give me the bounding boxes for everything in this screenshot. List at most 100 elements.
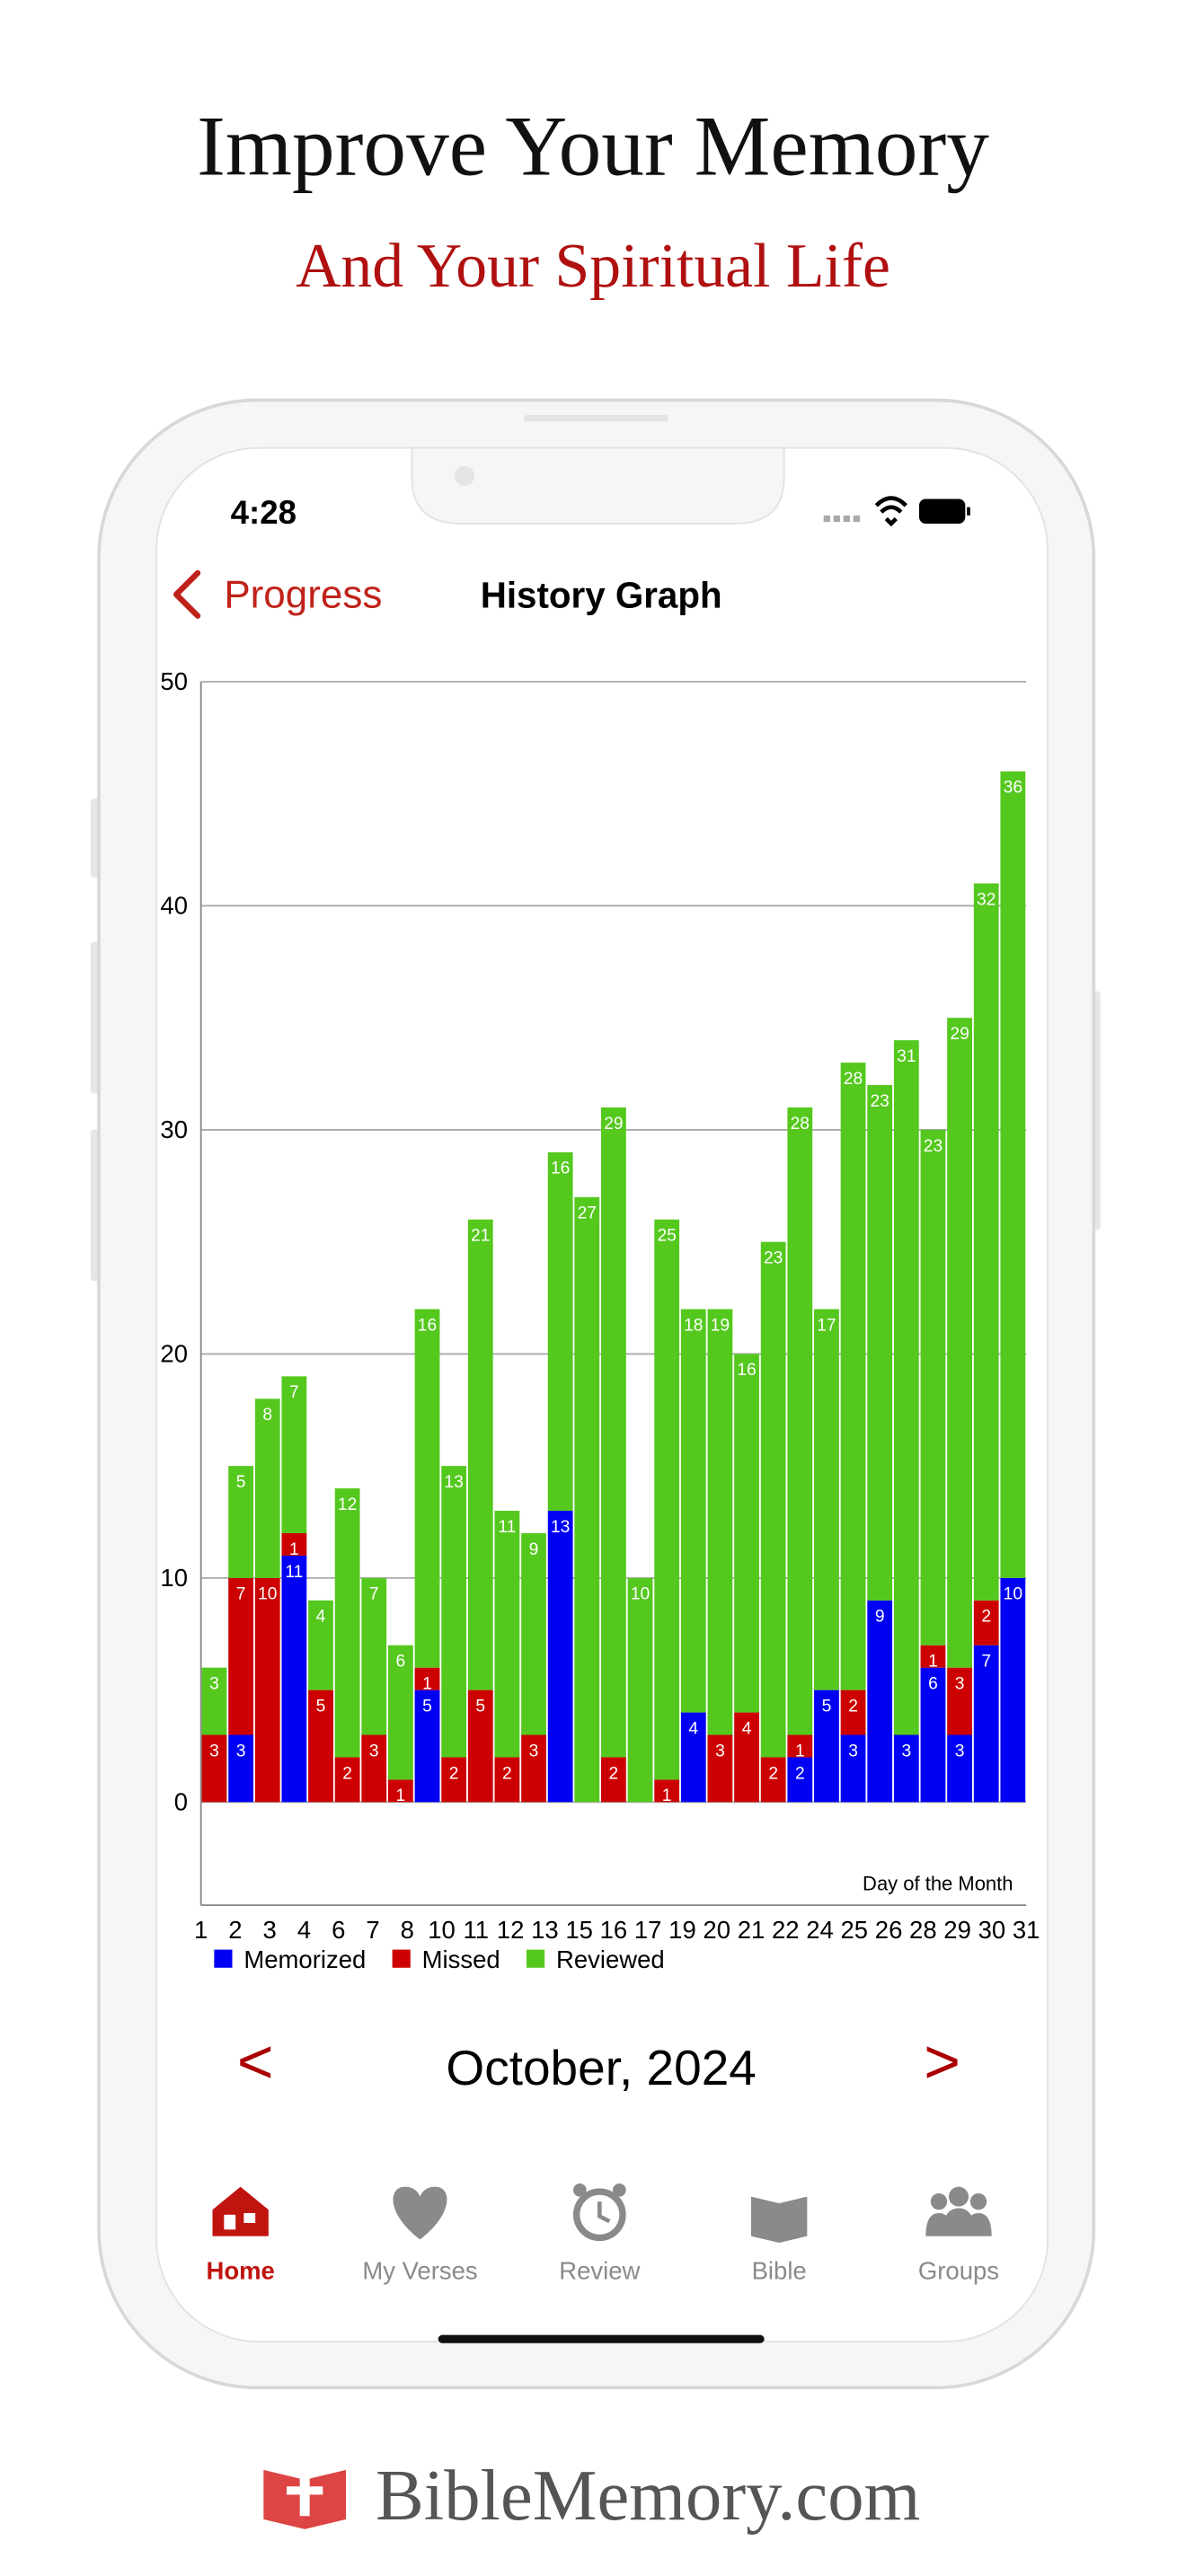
bar-segment	[707, 1309, 733, 1735]
bar-segment	[281, 1555, 307, 1803]
bar-segment	[574, 1196, 600, 1803]
bar-segment	[334, 1488, 360, 1758]
bar-segment	[494, 1511, 520, 1758]
y-tick-label: 0	[174, 1788, 188, 1816]
bar-segment	[814, 1689, 839, 1803]
segment-label: 1	[289, 1540, 299, 1559]
segment-label: 4	[742, 1719, 752, 1738]
bar-segment	[947, 1018, 972, 1668]
tab-label[interactable]: Review	[559, 2256, 640, 2284]
segment-label: 2	[768, 1764, 778, 1783]
segment-label: 6	[928, 1675, 938, 1694]
bar-segment	[680, 1309, 706, 1713]
x-tick-label: 31	[1013, 1916, 1040, 1944]
bar-segment	[1000, 1577, 1026, 1803]
bar-segment	[387, 1779, 413, 1803]
brand: BibleMemory.com	[376, 2456, 920, 2536]
segment-label: 8	[262, 1406, 272, 1425]
bar-segment	[973, 1600, 999, 1645]
tab-label[interactable]: My Verses	[362, 2256, 477, 2284]
segment-label: 2	[848, 1697, 858, 1716]
tab-label[interactable]: Groups	[918, 2256, 999, 2284]
bar-segment	[840, 1734, 866, 1803]
camera	[455, 465, 475, 486]
history-chart: 0102030405033375108111754212371651162135…	[160, 667, 1040, 1973]
segment-label: 4	[316, 1608, 326, 1627]
back-chevron[interactable]	[173, 569, 201, 619]
bar-segment	[627, 1577, 653, 1803]
bar-segment	[760, 1241, 786, 1758]
home-icon[interactable]	[212, 2186, 269, 2236]
battery-tip	[967, 507, 970, 516]
y-tick-label: 30	[160, 1116, 188, 1143]
legend-label: Memorized	[243, 1945, 366, 1973]
segment-label: 1	[422, 1675, 432, 1694]
segment-label: 3	[529, 1742, 539, 1760]
bar-segment	[387, 1645, 413, 1780]
x-tick-label: 17	[634, 1916, 662, 1944]
bar-segment	[228, 1466, 254, 1578]
bar-segment	[521, 1532, 546, 1735]
segment-label: 2	[449, 1764, 459, 1783]
bible-icon[interactable]	[750, 2196, 808, 2243]
bar-segment	[601, 1757, 626, 1803]
legend-swatch	[527, 1949, 545, 1968]
tab-label[interactable]: Bible	[752, 2256, 807, 2284]
month-label: October, 2024	[446, 2040, 756, 2095]
x-tick-label: 10	[428, 1916, 456, 1944]
segment-label: 29	[604, 1115, 623, 1134]
review-icon[interactable]	[573, 2183, 626, 2242]
nav-title: History Graph	[481, 574, 722, 615]
segment-label: 2	[795, 1764, 805, 1783]
segment-label: 29	[950, 1025, 969, 1044]
bar-segment	[973, 883, 999, 1601]
segment-label: 3	[715, 1742, 725, 1760]
segment-label: 1	[928, 1653, 938, 1672]
bar-segment	[441, 1757, 467, 1803]
legend-swatch	[392, 1949, 411, 1968]
x-tick-label: 4	[297, 1916, 311, 1944]
prev-month[interactable]: <	[237, 2026, 274, 2096]
bar-segment	[814, 1309, 839, 1690]
segment-label: 6	[396, 1653, 406, 1672]
x-tick-label: 24	[806, 1916, 834, 1944]
bar-segment	[281, 1532, 307, 1556]
bar-segment	[601, 1107, 626, 1758]
segment-label: 7	[981, 1653, 991, 1672]
signal	[823, 515, 860, 523]
segment-label: 10	[1004, 1585, 1022, 1604]
bar-segment	[308, 1689, 333, 1803]
bar-segment	[254, 1577, 280, 1803]
bar-segment	[787, 1107, 813, 1735]
segment-label: 16	[418, 1316, 437, 1335]
segment-label: 21	[471, 1227, 490, 1246]
legend-swatch	[214, 1949, 233, 1968]
x-tick-label: 21	[738, 1916, 766, 1944]
bar-segment	[920, 1129, 946, 1645]
segment-label: 2	[502, 1764, 512, 1783]
segment-label: 10	[631, 1585, 650, 1604]
back-button[interactable]: Progress	[224, 572, 382, 616]
segment-label: 3	[209, 1742, 219, 1760]
segment-label: 3	[209, 1675, 219, 1694]
segment-label: 36	[1004, 779, 1022, 798]
x-tick-label: 1	[194, 1916, 208, 1944]
segment-label: 10	[258, 1585, 277, 1604]
tab-label[interactable]: Home	[206, 2256, 274, 2284]
segment-label: 4	[688, 1719, 698, 1738]
bar-segment	[201, 1734, 227, 1803]
groups-icon[interactable]	[925, 2186, 992, 2236]
segment-label: 13	[551, 1518, 570, 1537]
bar-segment	[654, 1779, 680, 1803]
bar-segment	[840, 1689, 866, 1735]
next-month[interactable]: >	[924, 2026, 960, 2096]
x-tick-label: 15	[565, 1916, 593, 1944]
bar-segment	[467, 1219, 493, 1690]
verses-icon[interactable]	[393, 2186, 447, 2240]
x-tick-label: 20	[703, 1916, 730, 1944]
segment-label: 31	[897, 1047, 916, 1066]
y-tick-label: 50	[160, 667, 188, 695]
segment-label: 5	[236, 1473, 246, 1492]
segment-label: 9	[529, 1540, 539, 1559]
